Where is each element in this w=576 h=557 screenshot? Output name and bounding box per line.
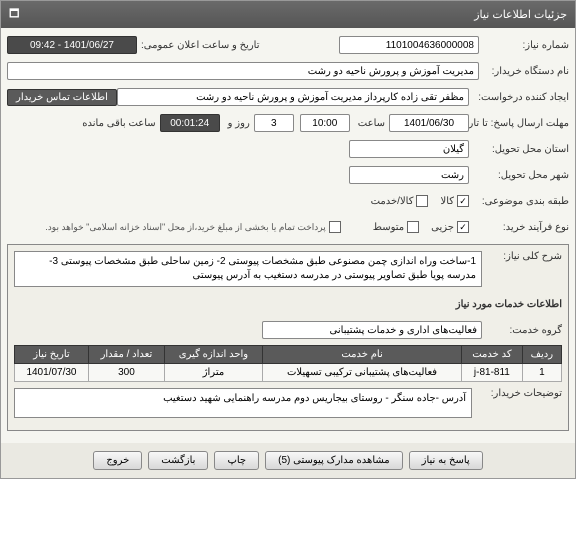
deadline-time: 10:00 — [300, 114, 350, 132]
service-group-label: گروه خدمت: — [482, 325, 562, 336]
partial-checkbox[interactable] — [457, 221, 469, 233]
respond-button[interactable]: پاسخ به نیاز — [409, 451, 483, 470]
td-qty: 300 — [88, 364, 164, 382]
announce-label: تاریخ و ساعت اعلان عمومی: — [137, 40, 260, 51]
need-number-label: شماره نیاز: — [479, 40, 569, 51]
titlebar: جزئیات اطلاعات نیاز 🗖 — [1, 1, 575, 28]
services-section-label: اطلاعات خدمات مورد نیاز — [452, 299, 562, 310]
td-date: 1401/07/30 — [15, 364, 89, 382]
desc-text: 1-ساخت وراه اندازی چمن مصنوعی طبق مشخصات… — [14, 251, 482, 287]
time-label: ساعت — [354, 118, 385, 129]
remaining-label: ساعت باقی مانده — [78, 118, 155, 129]
days-value: 3 — [254, 114, 294, 132]
details-box: شرح کلی نیاز: 1-ساخت وراه اندازی چمن مصن… — [7, 244, 569, 431]
window-title: جزئیات اطلاعات نیاز — [474, 8, 567, 21]
buyer-notes-text: آدرس -جاده سنگر - روستای بیجاریس دوم مدر… — [14, 388, 472, 418]
th-date: تاریخ نیاز — [15, 346, 89, 364]
contact-buyer-button[interactable]: اطلاعات تماس خریدار — [7, 89, 117, 106]
th-code: کد خدمت — [462, 346, 523, 364]
goods-service-checkbox[interactable] — [416, 195, 428, 207]
payment-note: پرداخت تمام یا بخشی از مبلغ خرید،از محل … — [41, 222, 325, 233]
goods-service-label: کالا/خدمت — [367, 196, 414, 207]
days-label: روز و — [224, 118, 250, 129]
city-label: شهر محل تحویل: — [469, 170, 569, 181]
need-number-field: 1101004636000008 — [339, 36, 479, 54]
print-button[interactable]: چاپ — [214, 451, 259, 470]
remaining-time: 00:01:24 — [160, 114, 220, 132]
services-table: ردیف کد خدمت نام خدمت واحد اندازه گیری ت… — [14, 345, 562, 382]
maximize-icon[interactable]: 🗖 — [9, 5, 19, 24]
buyer-org-label: نام دستگاه خریدار: — [479, 66, 569, 77]
td-unit: متراژ — [164, 364, 262, 382]
medium-label: متوسط — [369, 222, 404, 233]
deadline-date: 1401/06/30 — [389, 114, 469, 132]
province-label: استان محل تحویل: — [469, 144, 569, 155]
buyer-org-field: مدیریت آموزش و پرورش ناحیه دو رشت — [7, 62, 479, 80]
footer-buttons: پاسخ به نیاز مشاهده مدارک پیوستی (5) چاپ… — [1, 443, 575, 478]
city-field: رشت — [349, 166, 469, 184]
th-row: ردیف — [522, 346, 561, 364]
td-code: j-81-811 — [462, 364, 523, 382]
goods-checkbox[interactable] — [457, 195, 469, 207]
td-rownum: 1 — [522, 364, 561, 382]
table-row[interactable]: 1 j-81-811 فعالیت‌های پشتیبانی ترکیبی تس… — [15, 364, 562, 382]
creator-field: مظفر تقی زاده کارپرداز مدیریت آموزش و پر… — [117, 88, 469, 106]
th-unit: واحد اندازه گیری — [164, 346, 262, 364]
province-field: گیلان — [349, 140, 469, 158]
payment-checkbox[interactable] — [329, 221, 341, 233]
th-name: نام خدمت — [263, 346, 462, 364]
service-group-field: فعالیت‌های اداری و خدمات پشتیبانی — [262, 321, 482, 339]
goods-label: کالا — [436, 196, 454, 207]
back-button[interactable]: بازگشت — [148, 451, 208, 470]
need-details-window: جزئیات اطلاعات نیاز 🗖 شماره نیاز: 110100… — [0, 0, 576, 479]
content-area: شماره نیاز: 1101004636000008 تاریخ و ساع… — [1, 28, 575, 443]
buyer-notes-label: توضیحات خریدار: — [472, 388, 562, 399]
th-qty: تعداد / مقدار — [88, 346, 164, 364]
attachments-button[interactable]: مشاهده مدارک پیوستی (5) — [265, 451, 403, 470]
td-name: فعالیت‌های پشتیبانی ترکیبی تسهیلات — [263, 364, 462, 382]
partial-label: جزیی — [427, 222, 454, 233]
table-header-row: ردیف کد خدمت نام خدمت واحد اندازه گیری ت… — [15, 346, 562, 364]
desc-label: شرح کلی نیاز: — [482, 251, 562, 262]
group-label: طبقه بندی موضوعی: — [469, 196, 569, 207]
creator-label: ایجاد کننده درخواست: — [469, 92, 569, 103]
medium-checkbox[interactable] — [407, 221, 419, 233]
announce-value: 1401/06/27 - 09:42 — [7, 36, 137, 54]
process-label: نوع فرآیند خرید: — [469, 222, 569, 233]
exit-button[interactable]: خروج — [93, 451, 142, 470]
deadline-label: مهلت ارسال پاسخ: تا تاریخ: — [469, 118, 569, 129]
